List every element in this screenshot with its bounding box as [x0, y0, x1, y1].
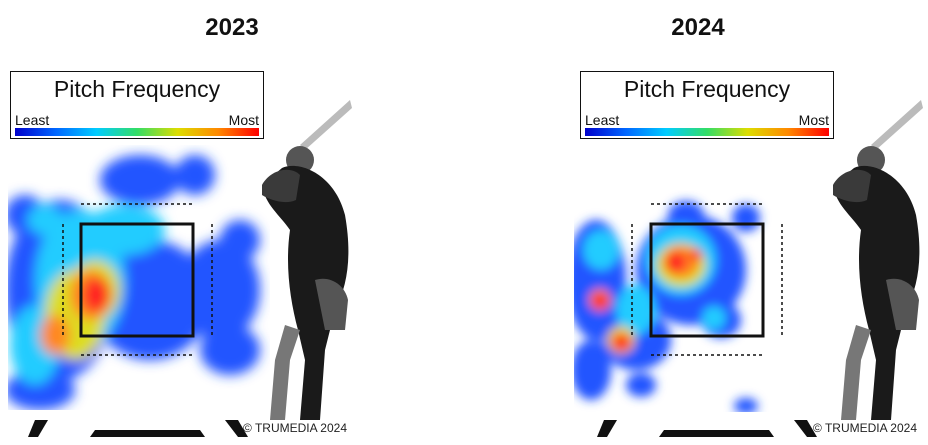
chart-title: 2024: [671, 14, 725, 41]
heatmap-panel-2024: 2024: [466, 0, 928, 445]
batter-silhouette: [833, 100, 923, 420]
legend-high-label: Most: [798, 112, 829, 128]
legend: Pitch Frequency Least Most: [580, 71, 834, 139]
heatmap-2023: [8, 100, 352, 437]
copyright-text: © TRUMEDIA 2024: [813, 421, 917, 435]
heatmap-2024: [574, 100, 923, 437]
copyright-text: © TRUMEDIA 2024: [243, 421, 347, 435]
legend-title: Pitch Frequency: [623, 76, 791, 102]
legend-color-bar: [15, 128, 259, 136]
legend-color-bar: [585, 128, 829, 136]
strike-zone: [649, 222, 765, 338]
heat-blobs: [8, 155, 260, 410]
legend: Pitch Frequency Least Most: [10, 71, 264, 139]
batter-silhouette: [262, 100, 352, 420]
chart-title: 2023: [205, 14, 259, 41]
shadow-zone: [631, 203, 783, 356]
home-plate: [28, 420, 248, 437]
shadow-zone: [62, 203, 213, 356]
legend-low-label: Least: [585, 112, 620, 128]
legend-high-label: Most: [228, 112, 259, 128]
legend-low-label: Least: [15, 112, 50, 128]
strike-zone: [79, 222, 195, 338]
heatmap-panel-2023: 2023: [8, 14, 352, 437]
legend-title: Pitch Frequency: [53, 76, 221, 102]
heat-blobs: [574, 201, 760, 412]
home-plate: [597, 420, 817, 437]
